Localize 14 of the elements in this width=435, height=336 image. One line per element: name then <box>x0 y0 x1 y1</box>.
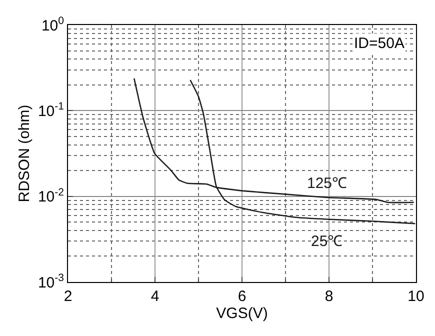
y-tick-label: 10$^{-2}$ <box>38 186 64 206</box>
y-tick-label: 10$^{-3}$ <box>38 272 64 292</box>
x-tick-label: 10 <box>408 288 424 305</box>
x-axis-title: VGS(V) <box>216 305 268 322</box>
y-axis-title: RDSON (ohm) <box>16 104 34 202</box>
x-tick-label: 2 <box>64 288 72 305</box>
annotation: ID=50A <box>354 35 404 52</box>
series-label: 25℃ <box>311 233 343 250</box>
x-tick-label: 8 <box>324 288 334 305</box>
x-tick-label: 6 <box>238 288 246 305</box>
y-tick-label: 10$^{0}$ <box>41 14 64 34</box>
y-tick-label: 10$^{-1}$ <box>38 100 64 120</box>
x-tick-label: 4 <box>150 288 160 305</box>
series-label: 125℃ <box>307 175 348 192</box>
